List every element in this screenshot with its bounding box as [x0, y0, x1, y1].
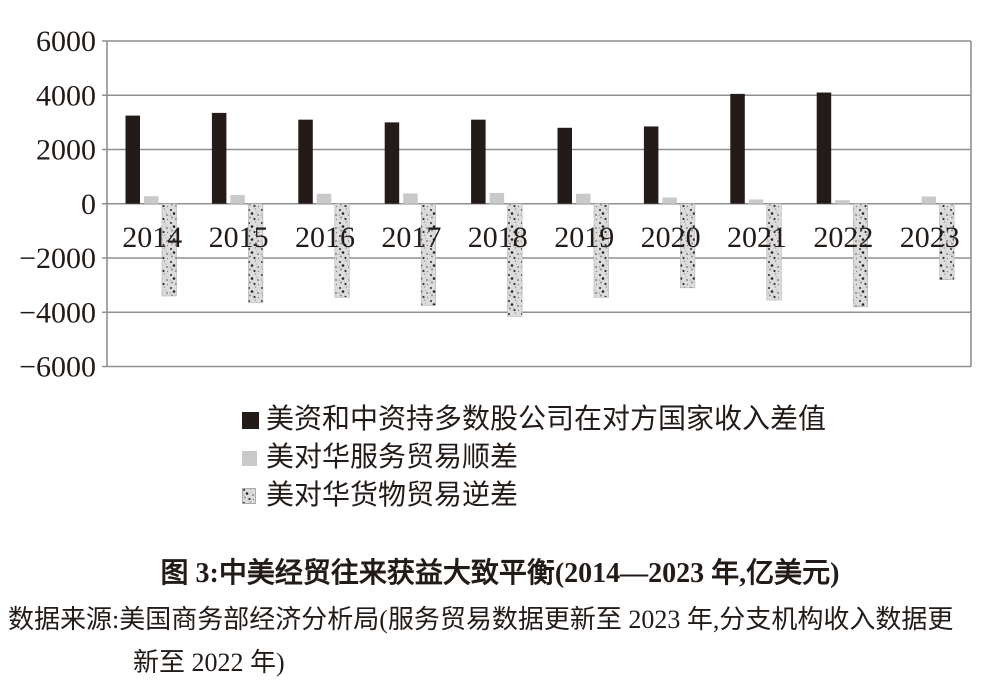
legend-item-goods-deficit: 美对华货物贸易逆差 — [242, 477, 826, 515]
bar-services-surplus-2022 — [835, 200, 850, 204]
y-tick-label: 2000 — [36, 134, 96, 167]
legend-label-services-surplus: 美对华服务贸易顺差 — [266, 442, 519, 473]
bar-goods-deficit-2019 — [593, 203, 609, 298]
x-tick-label: 2022 — [813, 221, 873, 254]
bar-goods-deficit-2023 — [939, 203, 955, 280]
bar-services-surplus-2019 — [576, 193, 591, 204]
bar-income-diff-2017 — [384, 122, 400, 204]
bar-services-surplus-2020 — [662, 197, 677, 204]
legend-label-goods-deficit: 美对华货物贸易逆差 — [266, 480, 519, 511]
bar-goods-deficit-2015 — [248, 203, 264, 304]
bar-income-diff-2014 — [125, 115, 140, 204]
bar-services-surplus-2017 — [403, 193, 418, 204]
bar-income-diff-2021 — [730, 93, 745, 204]
x-tick-label: 2018 — [468, 221, 528, 254]
bar-income-diff-2019 — [557, 127, 572, 204]
legend-label-income-diff: 美资和中资持多数股公司在对方国家收入差值 — [266, 404, 827, 435]
y-tick-label: 4000 — [36, 79, 96, 112]
figure-source-line2: 新至 2022 年) — [133, 648, 285, 677]
x-tick-label: 2015 — [209, 221, 269, 254]
trade-balance-bar-chart: 6000 4000 2000 0 −2000 −4000 −6000 2014 2015 2016… — [19, 25, 972, 384]
bar-goods-deficit-2021 — [766, 203, 782, 301]
bar-goods-deficit-2020 — [680, 203, 696, 289]
x-tick-label: 2016 — [295, 221, 355, 254]
y-tick-label: 6000 — [36, 25, 96, 58]
y-tick-label: −2000 — [19, 242, 96, 275]
bar-services-surplus-2021 — [748, 199, 764, 204]
legend-item-income-diff: 美资和中资持多数股公司在对方国家收入差值 — [242, 401, 826, 439]
bar-goods-deficit-2014 — [161, 203, 177, 297]
bar-income-diff-2022 — [816, 92, 832, 204]
legend-marker-speckled-square — [242, 488, 266, 504]
legend-item-services-surplus: 美对华服务贸易顺差 — [242, 439, 826, 477]
legend-marker-black-square — [242, 411, 266, 429]
bar-goods-deficit-2018 — [507, 203, 523, 317]
bar-services-surplus-2016 — [316, 193, 332, 204]
bar-services-surplus-2018 — [489, 192, 505, 204]
bar-income-diff-2016 — [298, 119, 313, 204]
y-tick-label: 0 — [81, 188, 96, 221]
x-tick-label: 2020 — [641, 221, 701, 254]
x-tick-label: 2019 — [554, 221, 614, 254]
chart-legend: 美资和中资持多数股公司在对方国家收入差值 美对华服务贸易顺差 美对华货物贸易逆差 — [242, 401, 826, 515]
bar-services-surplus-2023 — [921, 196, 937, 204]
bar-income-diff-2018 — [471, 119, 486, 204]
x-tick-label: 2017 — [381, 221, 441, 254]
bar-goods-deficit-2022 — [852, 203, 869, 308]
x-tick-label: 2014 — [122, 221, 182, 254]
figure-source-line1: 数据来源:美国商务部经济分析局(服务贸易数据更新至 2023 年,分支机构收入数… — [8, 605, 954, 634]
bar-goods-deficit-2016 — [334, 203, 350, 298]
x-tick-label: 2023 — [900, 221, 960, 254]
y-tick-label: −6000 — [19, 351, 96, 384]
bar-services-surplus-2014 — [144, 196, 159, 204]
x-tick-label: 2021 — [727, 221, 787, 254]
figure-caption: 图 3:中美经贸往来获益大致平衡(2014—2023 年,亿美元) — [160, 558, 840, 589]
legend-marker-gray-square — [242, 450, 266, 466]
bar-income-diff-2020 — [643, 126, 659, 204]
bar-goods-deficit-2017 — [420, 203, 437, 306]
bar-income-diff-2015 — [211, 112, 227, 204]
y-tick-label: −4000 — [19, 296, 96, 329]
bar-services-surplus-2015 — [230, 195, 245, 204]
